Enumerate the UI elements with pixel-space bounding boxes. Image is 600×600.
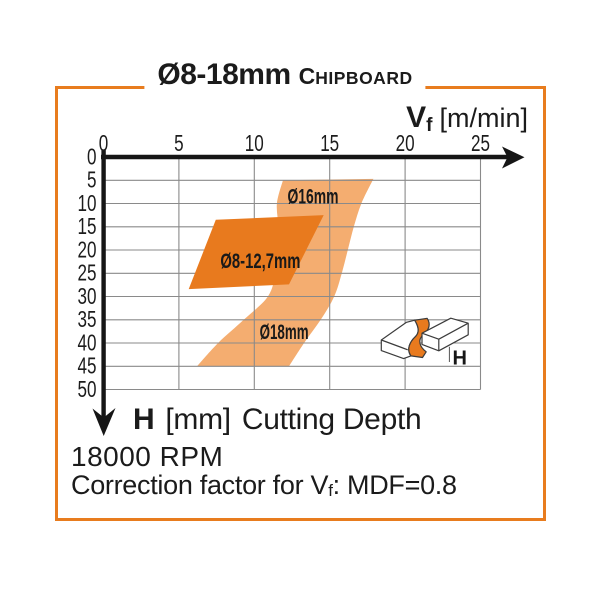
bands-over-grid	[188, 215, 324, 290]
y-tick-label: 30	[78, 283, 97, 309]
y-tick-label: 10	[78, 190, 97, 216]
y-tick-label: 0	[87, 143, 97, 169]
x-tick-label: 10	[245, 130, 264, 156]
chart-title: Ø8-18mm CHIPBOARD	[144, 58, 426, 97]
rpm-note: 18000 RPM	[71, 441, 224, 472]
icon-h-label: H	[453, 348, 467, 370]
region-label: Ø18mm	[260, 321, 309, 344]
x-tick-label: 5	[174, 130, 184, 156]
title-material: CHIPBOARD	[299, 63, 413, 89]
y-tick-label: 25	[78, 260, 97, 286]
x-tick-label: 20	[396, 130, 415, 156]
x-tick-label: 25	[471, 130, 490, 156]
y-axis-unit: [mm]	[165, 403, 231, 436]
y-tick-label: 5	[87, 167, 97, 193]
correction-vf-subscript: f	[328, 481, 333, 500]
correction-text-pre: Correction factor for V	[71, 470, 329, 500]
band-8-12-7mm	[188, 215, 324, 290]
x-tick-labels: 0 5 10 15 20 25	[99, 130, 490, 156]
y-tick-label: 20	[78, 236, 97, 262]
y-axis-name: Cutting Depth	[241, 403, 422, 436]
right-board-creases	[421, 322, 469, 351]
y-axis-arrow-icon	[92, 408, 116, 436]
y-axis-title: H [mm] Cutting Depth	[133, 403, 422, 437]
y-tick-label: 50	[78, 376, 97, 402]
x-axis-symbol-subscript: f	[426, 115, 433, 136]
y-tick-label: 35	[78, 306, 97, 332]
right-board	[421, 317, 469, 352]
x-tick-label: 0	[99, 130, 109, 156]
title-diameter-range: Ø8-18mm	[157, 58, 291, 91]
title-material-rest: HIPBOARD	[315, 68, 413, 88]
axes	[92, 146, 525, 436]
y-axis-symbol: H	[133, 403, 155, 436]
region-labels: Ø16mm Ø18mm Ø8-12,7mm	[220, 186, 338, 344]
chipboard-groove-icon: H	[380, 317, 469, 370]
x-axis-symbol: V	[406, 101, 427, 134]
title-material-initial: C	[298, 63, 316, 89]
y-tick-label: 45	[78, 353, 97, 379]
region-label: Ø16mm	[288, 186, 339, 209]
x-axis-unit: [m/min]	[439, 103, 528, 133]
left-board-crease	[381, 339, 408, 351]
correction-factor-note: Correction factor for Vf: MDF=0.8	[71, 470, 457, 501]
correction-text-post: : MDF=0.8	[332, 470, 457, 500]
region-label: Ø8-12,7mm	[220, 250, 300, 273]
x-axis-title: Vf [m/min]	[406, 101, 528, 136]
x-tick-label: 15	[320, 130, 339, 156]
y-tick-label: 15	[78, 213, 97, 239]
x-axis-arrow-icon	[502, 146, 525, 169]
y-tick-label: 40	[78, 329, 97, 355]
